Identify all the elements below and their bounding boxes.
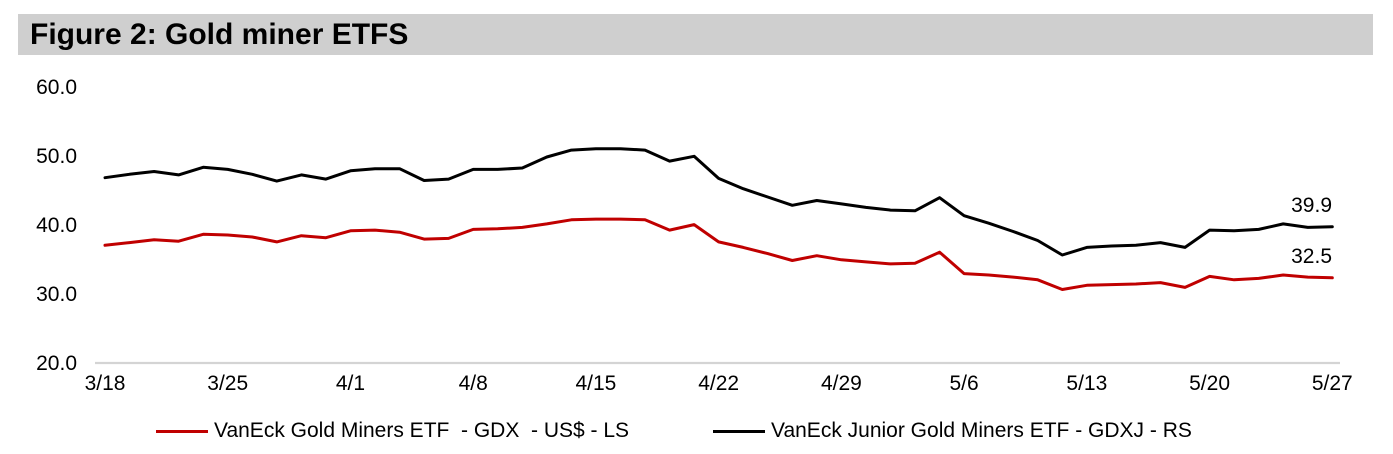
x-tick-label: 4/1 [335, 372, 366, 395]
y-tick-label: 20.0 [36, 352, 77, 375]
x-tick-label: 4/22 [698, 372, 740, 395]
figure-title-bar: Figure 2: Gold miner ETFS [18, 14, 1373, 55]
gdx-line-swatch [156, 429, 208, 433]
gdxj-line-swatch [713, 429, 765, 433]
y-tick-label: 50.0 [36, 145, 77, 168]
y-tick-label: 40.0 [36, 214, 77, 237]
end-label-gdx: 32.5 [1291, 244, 1332, 268]
legend-item-gdx: VanEck Gold Miners ETF - GDX - US$ - LS [156, 418, 629, 444]
legend-label-gdxj: VanEck Junior Gold Miners ETF - GDXJ - R… [771, 419, 1192, 442]
series-line-gdx [103, 217, 1334, 291]
x-tick-label: 4/8 [458, 372, 488, 395]
y-tick-label: 30.0 [36, 283, 77, 306]
x-tick-label: 5/6 [949, 372, 979, 395]
x-tick-label: 5/13 [1066, 372, 1108, 395]
y-tick-label: 60.0 [36, 76, 77, 99]
figure-title: Figure 2: Gold miner ETFS [30, 17, 409, 51]
legend-label-gdx: VanEck Gold Miners ETF - GDX - US$ - LS [214, 419, 630, 442]
end-label-gdxj: 39.9 [1291, 193, 1332, 217]
series-line-gdxj [103, 147, 1334, 257]
x-tick-label: 3/18 [84, 372, 126, 395]
x-tick-label: 4/15 [575, 372, 617, 395]
legend-item-gdxj: VanEck Junior Gold Miners ETF - GDXJ - R… [713, 418, 1192, 444]
x-tick-label: 5/27 [1311, 372, 1353, 395]
x-tick-label: 5/20 [1189, 372, 1230, 395]
x-tick-label: 4/29 [820, 372, 862, 395]
x-tick-label: 3/25 [207, 372, 249, 395]
